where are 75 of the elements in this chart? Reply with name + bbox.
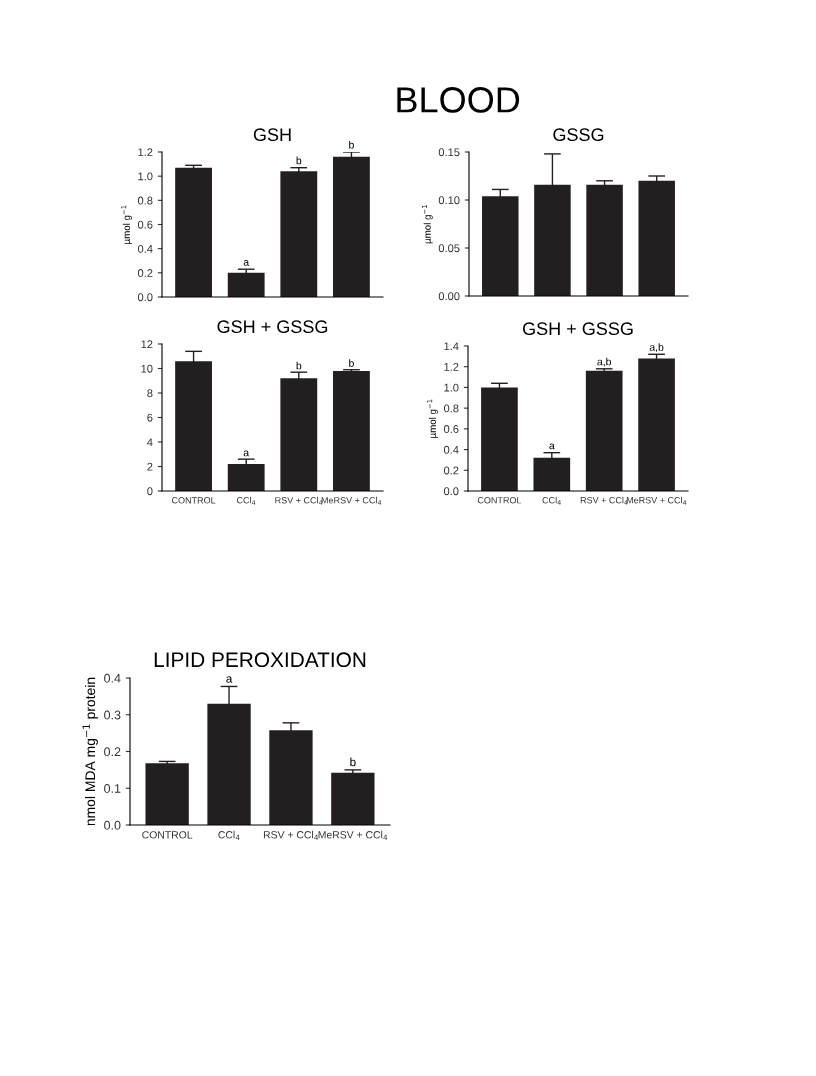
annotation: a (243, 450, 250, 457)
y-tick-label: 0.2 (137, 269, 153, 277)
bar (333, 156, 370, 297)
y-tick-label: 0.4 (104, 673, 121, 683)
x-tick-label: RSV + CCl$_{4}$ (580, 496, 628, 505)
y-tick-label: 0.4 (137, 244, 153, 253)
y-tick-label: 0.10 (438, 196, 460, 205)
y-tick-label: 6 (147, 413, 153, 422)
y-tick-label: 0.4 (443, 445, 459, 454)
y-tick-label: 10 (141, 364, 153, 373)
annotation: b (349, 140, 354, 149)
x-tick-label: CONTROL (477, 497, 522, 504)
x-tick-label: CCl$_{4}$ (542, 496, 561, 505)
annotation: b (296, 156, 302, 165)
chart-title: GSH + GSSG (217, 320, 328, 334)
y-tick-label: 0.2 (104, 747, 121, 757)
y-tick-label: 12 (141, 340, 153, 349)
y-tick-label: 1.0 (138, 172, 153, 181)
y-tick-label: 0.6 (137, 220, 153, 229)
chart-title: LIPID PEROXIDATION (154, 652, 366, 668)
annotation: a (549, 443, 555, 450)
y-tick-label: 0.6 (443, 425, 459, 433)
y-tick-label: 0.05 (438, 244, 460, 253)
y-tick-label: 1.2 (444, 362, 459, 371)
bar (533, 457, 571, 491)
x-tick-label: MeRSV + CCl$_{4}$ (626, 496, 687, 505)
x-tick-label: MeRSV + CCl$_{4}$ (318, 830, 388, 841)
bar (638, 358, 675, 491)
bar (333, 370, 370, 491)
y-axis-title: nmol MDA mg$^{−1}$ protein (82, 677, 98, 826)
y-tick-label: 0.1 (104, 784, 121, 793)
y-tick-label: 8 (147, 389, 153, 398)
y-tick-label: 1.4 (444, 342, 459, 351)
bar (585, 370, 623, 491)
annotation: a (226, 676, 233, 683)
y-axis-title: µmol g$^{−1}$ (422, 205, 433, 244)
x-tick-label: CONTROL (142, 831, 193, 839)
y-tick-label: 0.00 (438, 292, 460, 301)
chart-title: GSH (253, 128, 291, 142)
y-tick-label: 0.2 (443, 466, 459, 475)
chart-title: GSSG (553, 128, 604, 142)
y-tick-label: 0.8 (443, 404, 459, 413)
y-tick-label: 0 (147, 487, 153, 496)
bar (280, 171, 318, 297)
y-axis-title: µmol g$^{−1}$ (121, 205, 132, 244)
text: BLOOD (397, 87, 520, 113)
y-tick-label: 1.2 (138, 148, 153, 157)
bar (481, 387, 518, 491)
y-tick-label: 2 (147, 462, 153, 471)
bar (227, 464, 265, 491)
x-tick-label: CCl$_{4}$ (236, 496, 256, 505)
x-tick-label: RSV + CCl$_{4}$ (263, 830, 319, 841)
bar (331, 772, 375, 825)
y-tick-label: 0.0 (137, 293, 153, 302)
y-tick-label: 0.8 (137, 196, 153, 205)
y-tick-label: 0.0 (104, 820, 121, 830)
bar (227, 272, 265, 297)
annotation: b (349, 359, 354, 367)
annotation: a (243, 260, 250, 266)
annotation: b (296, 361, 302, 370)
y-tick-label: 0.15 (438, 148, 460, 157)
y-axis-title: µmol g$^{−1}$ (427, 399, 438, 438)
annotation: a,b (649, 343, 664, 353)
y-tick-label: 0.3 (104, 710, 121, 720)
bar (145, 763, 189, 825)
annotation: b (350, 757, 356, 767)
bar (175, 167, 212, 297)
chart-title: GSH + GSSG (522, 322, 633, 336)
x-tick-label: MeRSV + CCl$_{4}$ (321, 496, 382, 505)
x-tick-label: CCl$_{4}$ (218, 830, 240, 841)
y-tick-label: 0.0 (443, 487, 459, 496)
annotation: a,b (597, 357, 611, 367)
y-tick-label: 1.0 (444, 383, 459, 392)
y-tick-label: 4 (147, 438, 153, 447)
x-tick-label: CONTROL (171, 497, 216, 504)
